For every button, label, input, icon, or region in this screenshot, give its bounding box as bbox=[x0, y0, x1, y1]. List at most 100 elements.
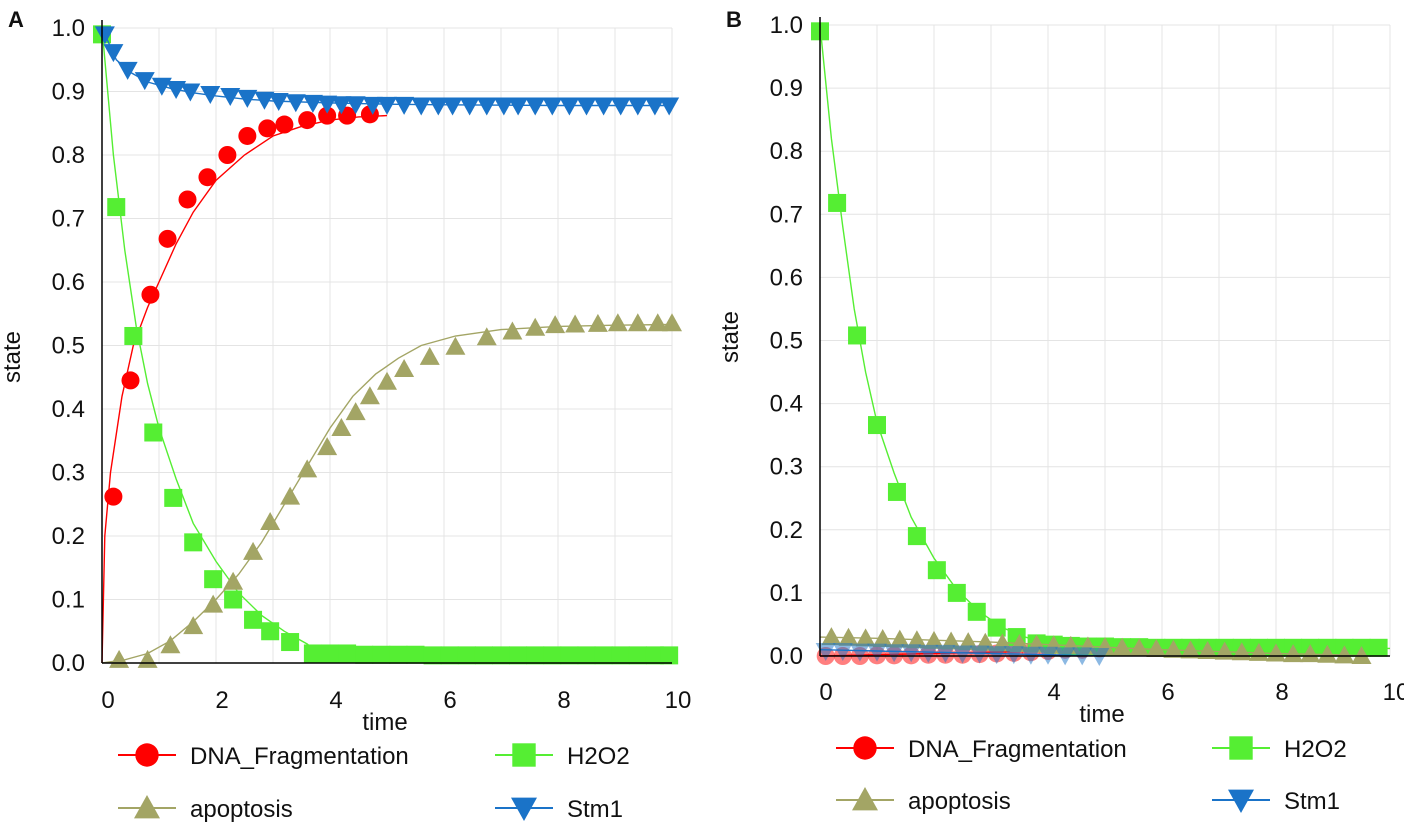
legend-label: H2O2 bbox=[567, 743, 630, 770]
data-point-square bbox=[474, 646, 493, 665]
data-point-triangle-up bbox=[627, 313, 648, 332]
data-point-triangle-up bbox=[924, 630, 944, 649]
data-point-triangle-down bbox=[254, 91, 275, 110]
data-point-square bbox=[927, 561, 946, 580]
panel-b-x-tick-labels: 0 2 4 6 8 10 bbox=[819, 679, 1404, 706]
panel-b-x-axis-title: time bbox=[1079, 701, 1124, 728]
x-tick-label: 6 bbox=[443, 687, 456, 714]
data-point-triangle-up bbox=[889, 629, 910, 648]
data-point-triangle-up bbox=[137, 649, 158, 668]
data-point-square bbox=[440, 646, 459, 665]
data-point-triangle-up bbox=[317, 437, 338, 456]
panel-b-y-axis-title: state bbox=[717, 311, 744, 363]
data-point-triangle-down bbox=[644, 97, 665, 116]
series-stm1 bbox=[815, 642, 1110, 666]
x-tick-label: 2 bbox=[215, 687, 228, 714]
legend-item: H2O2 bbox=[495, 743, 630, 770]
legend-marker-circle bbox=[135, 743, 159, 767]
data-point-square bbox=[204, 570, 223, 589]
panel-a-axes bbox=[101, 20, 672, 664]
data-point-triangle-up bbox=[1180, 640, 1201, 659]
x-tick-label: 8 bbox=[557, 687, 570, 714]
data-point-square bbox=[1369, 638, 1388, 657]
data-point-triangle-up bbox=[855, 628, 876, 647]
data-point-triangle-up bbox=[394, 358, 415, 377]
y-tick-label: 0.8 bbox=[52, 142, 85, 169]
data-point-triangle-up bbox=[906, 630, 927, 649]
x-tick-label: 0 bbox=[819, 679, 832, 706]
data-point-square bbox=[423, 646, 442, 665]
legend-item: H2O2 bbox=[1212, 736, 1347, 763]
data-point-square bbox=[144, 423, 163, 442]
legend-label: apoptosis bbox=[190, 796, 293, 823]
data-point-triangle-down bbox=[627, 97, 648, 116]
data-point-circle bbox=[298, 111, 317, 130]
data-point-square bbox=[389, 645, 408, 664]
data-point-square bbox=[828, 193, 847, 212]
data-point-triangle-down bbox=[901, 644, 922, 663]
legend-marker-triangle-down bbox=[511, 797, 537, 822]
panel-b-label: B bbox=[726, 7, 742, 32]
legend-marker-triangle-up bbox=[851, 786, 878, 811]
data-point-triangle-down bbox=[610, 97, 631, 116]
data-point-circle bbox=[275, 115, 294, 134]
data-point-circle bbox=[178, 190, 197, 209]
y-tick-label: 0.9 bbox=[52, 79, 85, 106]
data-point-triangle-down bbox=[918, 644, 939, 663]
data-point-triangle-up bbox=[223, 571, 244, 590]
data-point-square bbox=[660, 646, 679, 665]
y-tick-label: 0.2 bbox=[770, 517, 803, 544]
data-point-triangle-down bbox=[542, 97, 563, 116]
data-point-square bbox=[594, 646, 613, 665]
data-point-triangle-down bbox=[94, 26, 115, 45]
data-point-triangle-up bbox=[821, 627, 842, 646]
data-point-square bbox=[887, 482, 906, 501]
data-point-circle bbox=[104, 487, 123, 506]
legend-label: Stm1 bbox=[567, 796, 623, 823]
data-point-triangle-down bbox=[166, 80, 187, 99]
series-line bbox=[101, 114, 388, 664]
data-point-triangle-down bbox=[134, 72, 155, 91]
y-tick-label: 0.7 bbox=[52, 206, 85, 233]
data-point-triangle-up bbox=[280, 486, 301, 505]
data-point-triangle-down bbox=[442, 97, 463, 116]
legend-marker-square bbox=[512, 743, 536, 767]
y-tick-label: 0.7 bbox=[770, 201, 803, 228]
data-point-triangle-up bbox=[183, 616, 204, 635]
data-point-triangle-down bbox=[220, 87, 241, 106]
data-point-triangle-up bbox=[445, 336, 466, 355]
data-point-square bbox=[628, 646, 647, 665]
data-point-square bbox=[406, 645, 425, 664]
data-point-triangle-down bbox=[576, 97, 597, 116]
legend-label: Stm1 bbox=[1284, 788, 1340, 815]
panel-a-series bbox=[93, 25, 682, 668]
data-point-triangle-up bbox=[331, 418, 352, 437]
data-point-circle bbox=[141, 285, 160, 304]
data-point-triangle-down bbox=[377, 96, 397, 115]
y-tick-label: 0.6 bbox=[770, 264, 803, 291]
data-point-square bbox=[107, 198, 126, 217]
panel-a-y-tick-labels: 0.0 0.1 0.2 0.3 0.4 0.5 0.6 0.7 0.8 0.9 1.0 bbox=[52, 15, 85, 677]
data-point-triangle-up bbox=[203, 594, 224, 613]
data-point-triangle-down bbox=[117, 61, 138, 80]
data-point-circle bbox=[258, 119, 277, 138]
data-point-square bbox=[184, 533, 203, 552]
data-point-circle bbox=[198, 168, 217, 187]
y-tick-label: 0.5 bbox=[770, 328, 803, 355]
data-point-triangle-up bbox=[662, 313, 682, 332]
data-point-triangle-up bbox=[1163, 639, 1184, 658]
x-tick-label: 8 bbox=[1275, 679, 1288, 706]
y-tick-label: 0.6 bbox=[52, 269, 85, 296]
data-point-triangle-down bbox=[476, 97, 497, 116]
data-point-triangle-down bbox=[302, 94, 323, 113]
y-tick-label: 0.4 bbox=[52, 396, 85, 423]
data-point-triangle-down bbox=[362, 96, 383, 115]
data-point-triangle-down bbox=[986, 646, 1007, 665]
x-tick-label: 10 bbox=[665, 687, 692, 714]
panel-a-legend: DNA_Fragmentation H2O2 apoptosis Stm1 bbox=[118, 743, 630, 823]
y-tick-label: 0.0 bbox=[52, 650, 85, 677]
data-point-square bbox=[164, 488, 183, 507]
panel-b-grid bbox=[819, 24, 1391, 657]
data-point-triangle-up bbox=[1214, 641, 1235, 660]
